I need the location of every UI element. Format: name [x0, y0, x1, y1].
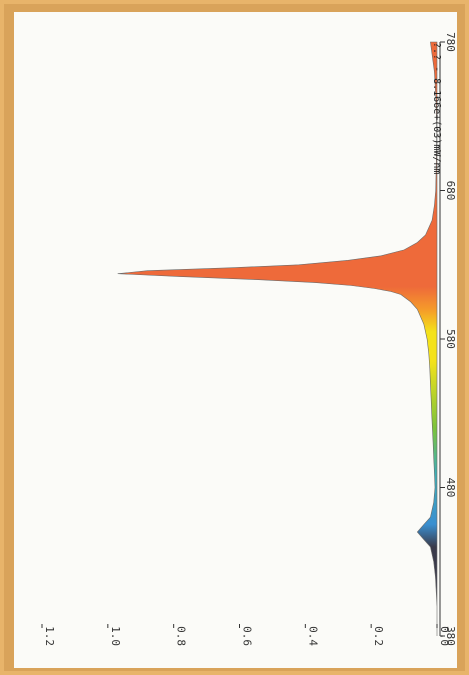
chart-paper: 380 480 580 680 780 0.0 0.2 0.4 0.6 0.8 1.0 1.2 ?.… [14, 12, 457, 668]
y-tick-label: 0.6 [241, 626, 254, 646]
x-tick-label: 580 [444, 329, 457, 349]
y-tick-label: 0.2 [372, 626, 385, 646]
chart-annotation: ?.? - 8.166e+(03)mW/nm [431, 42, 442, 174]
spectrum-series-0 [117, 41, 438, 636]
y-tick-label: 0.0 [438, 626, 451, 646]
series-area [117, 41, 438, 636]
x-tick-label: 780 [444, 32, 457, 52]
y-tick-label: 1.0 [109, 626, 122, 646]
x-tick-label: 480 [444, 478, 457, 498]
x-tick-label: 680 [444, 181, 457, 201]
x-axis-ticks: 380 480 580 680 780 [440, 32, 457, 646]
y-tick-label: 0.4 [306, 626, 319, 646]
photo-frame: 380 480 580 680 780 0.0 0.2 0.4 0.6 0.8 1.0 1.2 ?.… [4, 4, 465, 671]
y-tick-label: 0.8 [175, 626, 188, 646]
y-axis-ticks: 0.0 0.2 0.4 0.6 0.8 1.0 1.2 [41, 624, 451, 646]
y-tick-label: 1.2 [43, 626, 56, 646]
spectrum-chart: 380 480 580 680 780 0.0 0.2 0.4 0.6 0.8 1.0 1.2 ?.… [41, 32, 457, 646]
x-tick-label: 380 [444, 626, 457, 646]
